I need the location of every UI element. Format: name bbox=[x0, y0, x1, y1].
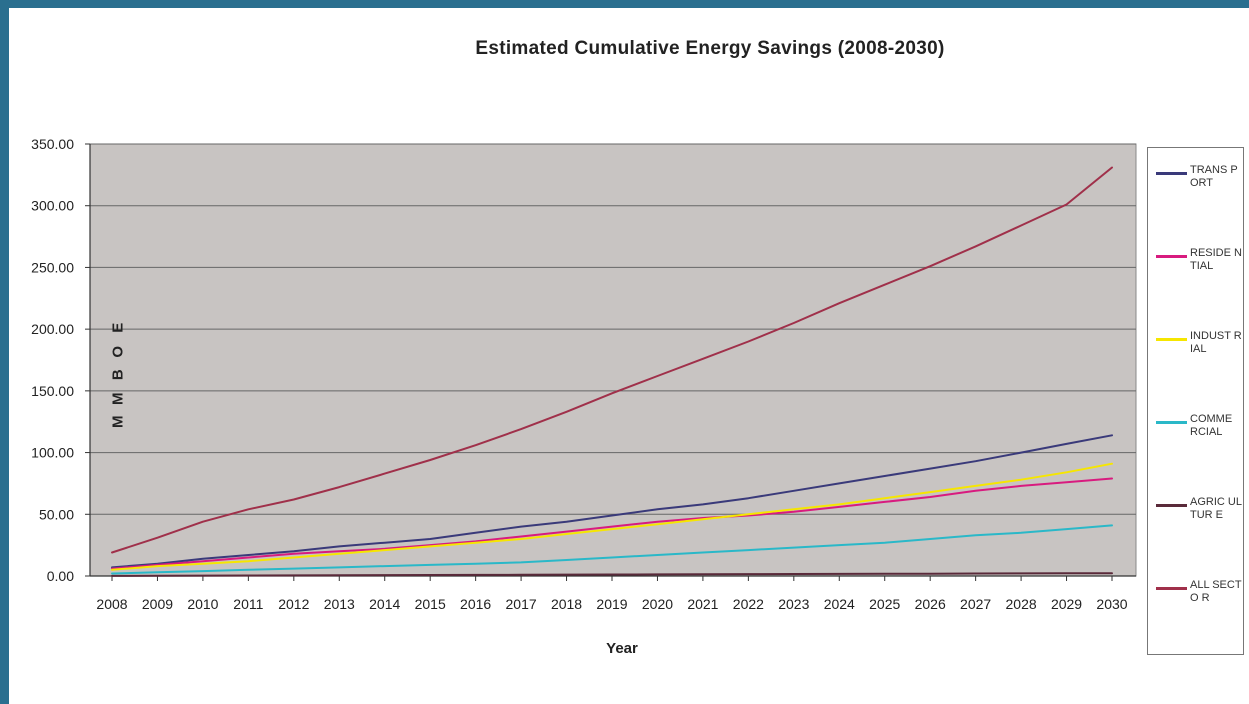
x-tick-label: 2017 bbox=[506, 596, 537, 612]
x-tick-label: 2027 bbox=[960, 596, 991, 612]
legend-swatch bbox=[1156, 172, 1187, 175]
x-tick-label: 2028 bbox=[1006, 596, 1037, 612]
y-tick-labels: 0.00 50.00 100.00 150.00 200.00 250.00 300.00 3… bbox=[31, 136, 74, 584]
legend-item: RESIDE NTIAL bbox=[1148, 246, 1243, 306]
legend-item: AGRIC ULTUR E bbox=[1148, 495, 1243, 555]
legend-swatch bbox=[1156, 338, 1187, 341]
series-lines bbox=[111, 166, 1113, 577]
legend-item: TRANS PORT bbox=[1148, 163, 1243, 223]
plot-area bbox=[89, 143, 1137, 577]
legend-label: TRANS PORT bbox=[1190, 164, 1238, 189]
x-tick-label: 2029 bbox=[1051, 596, 1082, 612]
x-tick-label: 2010 bbox=[187, 596, 218, 612]
y-tick-label: 350.00 bbox=[31, 136, 74, 152]
x-tick-label: 2009 bbox=[142, 596, 173, 612]
x-tick-label: 2020 bbox=[642, 596, 673, 612]
legend-swatch bbox=[1156, 504, 1187, 507]
series-line-industrial bbox=[111, 462, 1113, 571]
chart-title: Estimated Cumulative Energy Savings (200… bbox=[475, 38, 945, 59]
legend-item: COMME RCIAL bbox=[1148, 412, 1243, 472]
x-tick-label: 2025 bbox=[869, 596, 900, 612]
series-line-residential bbox=[111, 477, 1113, 570]
x-tick-label: 2024 bbox=[824, 596, 855, 612]
y-tick-label: 200.00 bbox=[31, 321, 74, 337]
x-tick-label: 2008 bbox=[96, 596, 127, 612]
x-tick-label: 2023 bbox=[778, 596, 809, 612]
x-tick-label: 2013 bbox=[324, 596, 355, 612]
y-tick-label: 50.00 bbox=[39, 506, 74, 522]
series-line-agriculture bbox=[111, 572, 1113, 577]
legend-label: RESIDE NTIAL bbox=[1190, 247, 1242, 272]
legend: TRANS PORT RESIDE NTIAL INDUST RIAL COMME R… bbox=[1147, 147, 1244, 655]
x-tick-label: 2018 bbox=[551, 596, 582, 612]
x-tick-label: 2022 bbox=[733, 596, 764, 612]
legend-item: INDUST RIAL bbox=[1148, 329, 1243, 389]
x-tick-labels: 2008 2009 2010 2011 2012 2013 2014 2015 2016 2017… bbox=[96, 596, 1127, 612]
x-tick-label: 2030 bbox=[1096, 596, 1127, 612]
legend-swatch bbox=[1156, 587, 1187, 590]
x-tick-label: 2015 bbox=[415, 596, 446, 612]
x-tick-label: 2026 bbox=[915, 596, 946, 612]
y-tick-label: 0.00 bbox=[47, 568, 74, 584]
legend-label: AGRIC ULTUR E bbox=[1190, 496, 1242, 521]
series-line-commercial bbox=[111, 524, 1113, 575]
x-tick-label: 2014 bbox=[369, 596, 400, 612]
y-tick-label: 150.00 bbox=[31, 383, 74, 399]
legend-label: INDUST RIAL bbox=[1190, 330, 1242, 355]
x-tick-label: 2019 bbox=[596, 596, 627, 612]
x-tick-label: 2021 bbox=[687, 596, 718, 612]
x-tick-label: 2016 bbox=[460, 596, 491, 612]
x-axis-label: Year bbox=[606, 640, 638, 657]
y-tick-label: 300.00 bbox=[31, 198, 74, 214]
series-line-trans-port bbox=[111, 434, 1113, 569]
x-tick-label: 2012 bbox=[278, 596, 309, 612]
legend-swatch bbox=[1156, 255, 1187, 258]
legend-swatch bbox=[1156, 421, 1187, 424]
series-line-all-sector bbox=[111, 166, 1113, 554]
y-tick-label: 100.00 bbox=[31, 445, 74, 461]
gridlines bbox=[90, 143, 1136, 515]
legend-label: COMME RCIAL bbox=[1190, 413, 1233, 438]
legend-item: ALL SECTO R bbox=[1148, 578, 1243, 638]
x-tick-label: 2011 bbox=[233, 596, 263, 612]
y-tick-label: 250.00 bbox=[31, 259, 74, 275]
legend-label: ALL SECTO R bbox=[1190, 579, 1242, 604]
